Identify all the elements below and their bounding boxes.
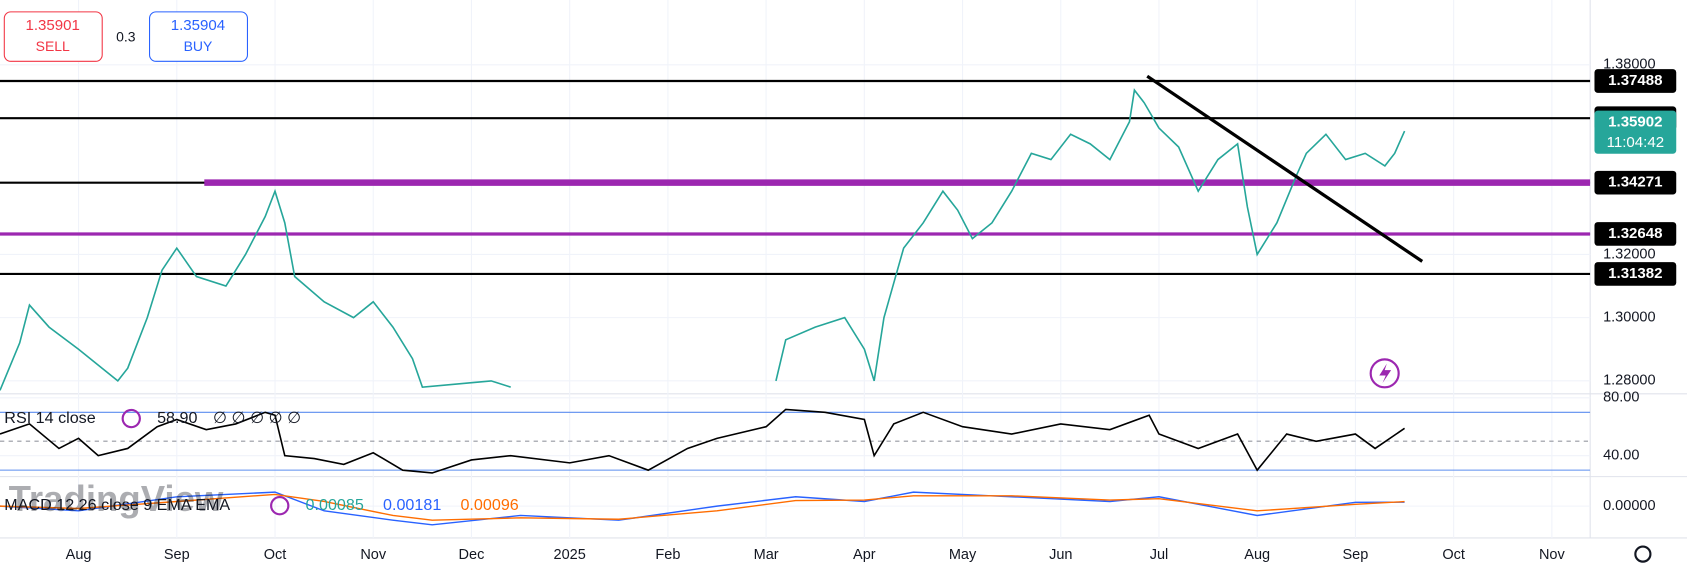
macd-reading: 0.00085 [306,496,364,514]
last-price-label: 1.35902 [1608,113,1662,130]
buy-button[interactable] [149,11,248,62]
buy-price: 1.35904 [171,17,225,34]
level-label-box [1594,69,1677,93]
x-tick-label: Oct [1442,547,1465,563]
rsi-value: 58.90 [157,409,197,427]
y-tick-label: 0.00000 [1603,498,1655,514]
alert-icon[interactable] [1369,358,1400,389]
x-tick-label: Jun [1049,547,1072,563]
y-tick-label: 1.32000 [1603,246,1655,262]
macd-reading: 0.00096 [460,496,518,514]
x-tick-label: May [949,547,977,563]
x-tick-label: Dec [459,547,485,563]
level-label: 1.34271 [1608,174,1662,191]
level-label-box [1594,262,1677,286]
rsi-placeholders: ∅ ∅ ∅ ∅ ∅ [213,409,301,427]
macd-line [0,493,1405,521]
level-label-box [1594,170,1677,195]
x-tick-label: 2025 [554,547,586,563]
x-tick-label: Feb [655,547,680,563]
x-tick-label: Aug [1244,547,1270,563]
level-label-box [1594,222,1677,246]
level-label: 1.32648 [1608,225,1662,242]
countdown: 11:04:42 [1607,134,1664,151]
pane [0,408,1591,474]
sell-label: SELL [36,38,70,54]
buy-label: BUY [184,38,213,54]
indicator-title: RSI 14 close [4,409,95,427]
x-tick-label: Jul [1150,547,1169,563]
x-tick-label: Nov [360,547,387,563]
macd-line [0,491,1405,526]
x-tick-label: Aug [66,547,92,563]
price-line [0,408,1406,474]
y-tick-label: 1.28000 [1603,373,1655,389]
y-tick-label: 40.00 [1603,448,1639,464]
alert-bolt [1379,363,1392,384]
sell-price: 1.35901 [26,17,80,34]
x-tick-label: Mar [754,547,779,563]
plots [0,74,1591,526]
y-tick-label: 1.30000 [1603,309,1655,325]
sell-button[interactable] [3,11,103,62]
spread: 0.3 [116,28,136,44]
pane [0,491,1405,526]
price-line [0,88,1406,391]
indicator-title: MACD 12 26 close 9 EMA EMA [4,496,230,514]
level-label: 1.31382 [1608,265,1662,282]
last-price-box [1594,110,1677,154]
x-tick-label: Nov [1539,547,1566,563]
y-tick-label: 1.38000 [1603,57,1655,73]
trendline [1146,74,1424,263]
x-tick-label: Sep [164,547,190,563]
y-tick-label: 80.00 [1603,390,1639,406]
x-tick-label: Sep [1343,547,1369,563]
x-tick-label: Oct [264,547,287,563]
pane [0,74,1591,391]
order-panel[interactable]: 1.35901 SELL 0.3 1.35904 BUY [3,11,248,62]
watermark: TradingView [9,478,224,519]
grid [0,0,1591,538]
level-label: 1.37488 [1608,72,1662,89]
x-tick-label: Apr [853,547,876,563]
settings-icon[interactable] [1634,545,1652,563]
indicator-icon [270,496,290,516]
macd-reading: 0.00181 [383,496,441,514]
indicator-icon [121,408,141,429]
